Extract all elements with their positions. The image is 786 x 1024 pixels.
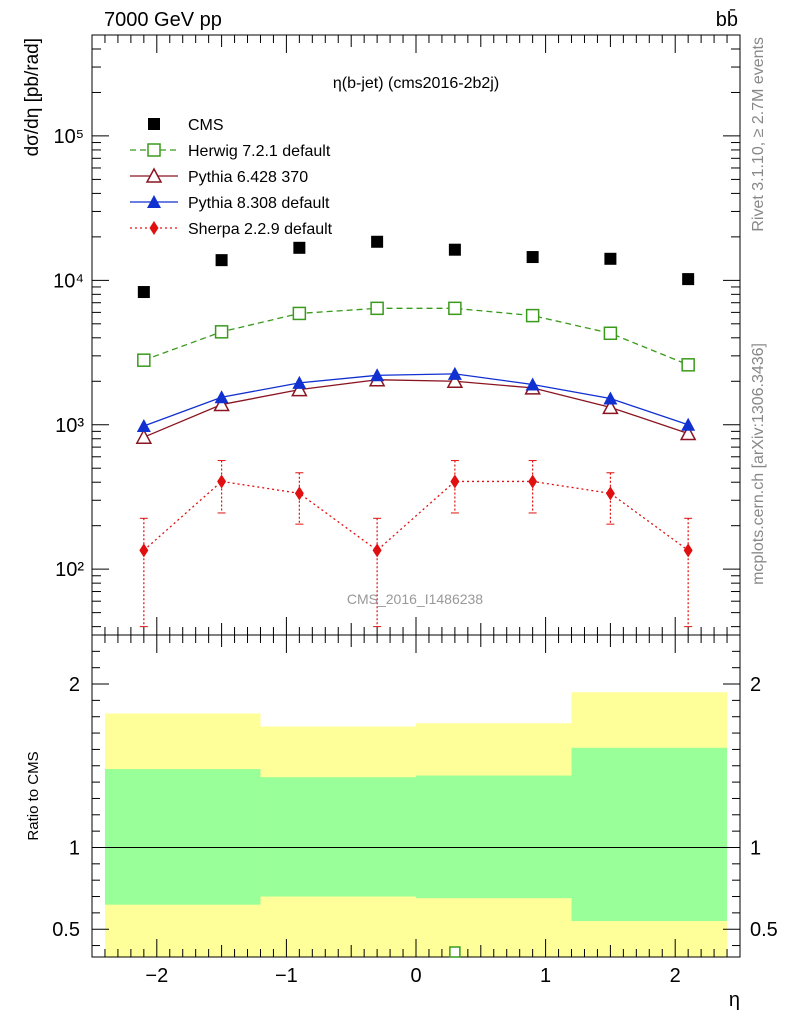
data-point (215, 254, 228, 267)
ratio-y-label: Ratio to CMS (25, 751, 42, 840)
legend-label: Herwig 7.2.1 default (188, 143, 331, 160)
data-point (291, 381, 308, 397)
data-point (292, 375, 307, 389)
ratio-panel: 0.5 0.5 1 1 2 2 −2 −1 0 1 2 Ratio to CMS η (25, 634, 778, 1011)
legend-label: Sherpa 2.2.9 default (188, 221, 333, 238)
data-point (528, 474, 538, 489)
legend-marker (148, 118, 160, 130)
data-point (293, 241, 306, 254)
ratio-y-tick-label-right: 0.5 (750, 919, 778, 941)
header-right: bb̄ (716, 8, 738, 31)
ratio-y-tick-label-right: 2 (750, 674, 761, 696)
data-point (602, 398, 619, 415)
data-point (370, 301, 384, 316)
x-tick-label: 2 (670, 965, 681, 987)
main-title: η(b-jet) (cms2016-2b2j) (333, 75, 499, 92)
legend-item: Pythia 8.308 default (130, 195, 330, 212)
series-sherpa-2-2-9-default (139, 460, 693, 628)
series-cms (137, 235, 695, 299)
series-line (143, 373, 689, 427)
data-point (447, 366, 462, 380)
offscale-marker (449, 946, 461, 958)
data-point (450, 474, 460, 489)
data-point (137, 286, 150, 299)
data-point (214, 390, 229, 404)
mcplots-label: mcplots.cern.ch [arXiv:1306.3436] (750, 343, 767, 585)
legend-label: CMS (188, 117, 224, 134)
series-pythia-8-308-default (136, 366, 696, 433)
data-point (372, 543, 382, 558)
data-point (135, 428, 153, 444)
legend-marker (145, 167, 163, 183)
data-point (371, 235, 384, 248)
legend: CMS Herwig 7.2.1 default Pythia 6.428 370 P… (130, 117, 333, 238)
legend-item: Herwig 7.2.1 default (130, 143, 331, 160)
data-point (603, 326, 618, 341)
header-left: 7000 GeV pp (104, 9, 222, 31)
x-tick-label: −2 (145, 965, 168, 987)
legend-label: Pythia 6.428 370 (188, 169, 308, 186)
x-tick-label: −1 (275, 965, 298, 987)
data-point (681, 358, 695, 372)
y-tick-label: 10² (55, 559, 84, 581)
legend-label: Pythia 8.308 default (188, 195, 330, 212)
rivet-label: Rivet 3.1.10, ≥ 2.7M events (750, 37, 767, 232)
data-point (603, 391, 618, 405)
data-point (681, 417, 696, 431)
y-tick-label: 10⁵ (53, 126, 84, 148)
data-point (294, 486, 304, 501)
data-point (370, 368, 385, 382)
data-point (605, 486, 615, 501)
data-point (448, 301, 462, 316)
data-point (525, 377, 540, 391)
legend-item: CMS (148, 117, 224, 134)
data-point (679, 424, 697, 441)
series-herwig-7-2-1-default (137, 301, 695, 372)
data-point (604, 252, 617, 265)
uncertainty-band-inner (260, 777, 416, 897)
data-point (446, 372, 464, 389)
series-pythia-6-428-370 (135, 371, 697, 444)
series-line (143, 480, 689, 552)
legend-item: Pythia 6.428 370 (130, 167, 308, 186)
data-point (292, 306, 307, 321)
uncertainty-band-inner (571, 747, 728, 922)
data-point (217, 474, 227, 489)
data-point (213, 395, 230, 412)
legend-item: Sherpa 2.2.9 default (130, 221, 333, 238)
ratio-y-tick-label: 2 (69, 674, 80, 696)
ratio-y-tick-label-right: 1 (750, 837, 761, 859)
y-tick-label: 10⁴ (53, 270, 84, 292)
ratio-y-tick-label: 1 (69, 837, 80, 859)
y-tick-label: 10³ (55, 415, 84, 437)
data-point (525, 308, 540, 323)
data-point (214, 325, 229, 339)
data-point (448, 243, 461, 256)
data-point (136, 419, 151, 433)
data-point (682, 273, 695, 286)
legend-marker (147, 143, 161, 157)
data-point (137, 353, 151, 367)
data-point (683, 543, 693, 558)
main-panel: 10² 10³ 10⁴ 10⁵ η(b-jet) (cms2016-2b2j) CMS… (22, 34, 741, 636)
x-tick-label: 0 (410, 965, 421, 987)
data-point (526, 251, 539, 264)
y-axis-label: dσ/dη [pb/rad] (22, 38, 43, 156)
legend-marker (147, 195, 161, 208)
x-axis-label: η (729, 989, 740, 1011)
series-line (143, 307, 689, 366)
uncertainty-band-inner (104, 769, 261, 905)
watermark: CMS_2016_I1486238 (347, 591, 483, 607)
x-tick-label: 1 (540, 965, 551, 987)
legend-marker (149, 221, 159, 235)
series-line (143, 379, 689, 438)
uncertainty-band-inner (416, 775, 572, 899)
ratio-y-tick-label: 0.5 (52, 919, 80, 941)
data-point (139, 543, 149, 558)
